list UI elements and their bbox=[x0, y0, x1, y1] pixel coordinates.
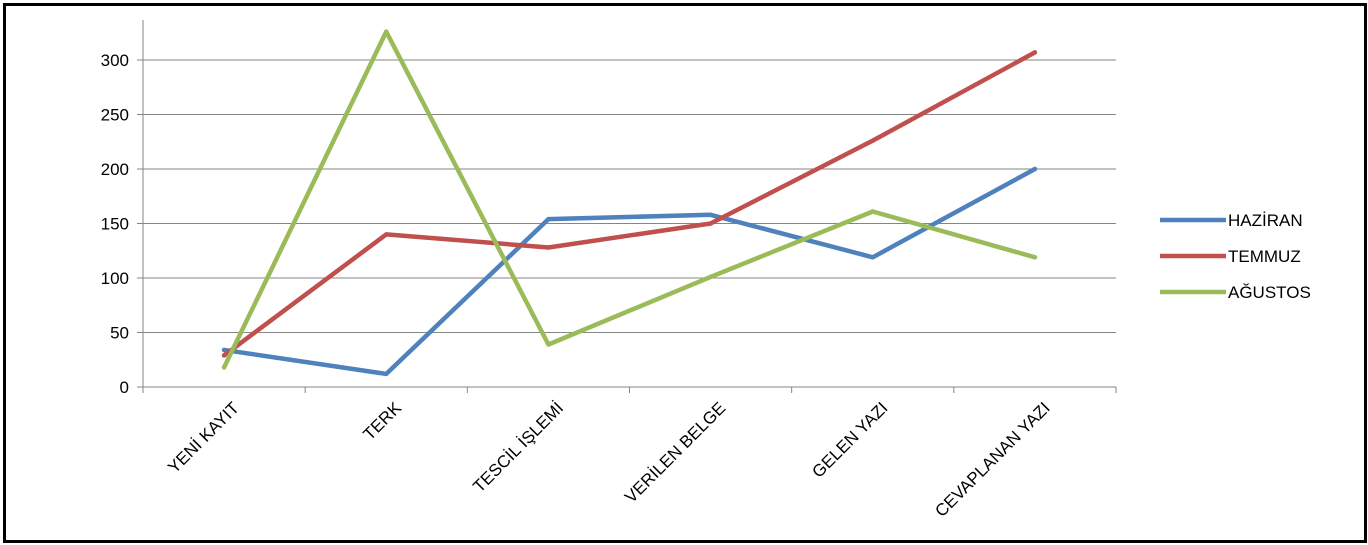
series-line-3 bbox=[221, 29, 1038, 370]
data-point bbox=[384, 29, 389, 34]
x-tick-labels: YENİ KAYIT TERK TESCİL İŞLEMİ VERİLEN BELGE… bbox=[164, 398, 1054, 521]
line-chart: 0 50 100 150 200 250 300 YENİ KAYIT TERK TESCİL … bbox=[101, 20, 1311, 521]
data-point bbox=[708, 274, 713, 280]
axes bbox=[137, 20, 1117, 393]
data-point bbox=[1032, 166, 1038, 172]
x-category-label: CEVAPLANAN YAZI bbox=[931, 398, 1053, 520]
data-point bbox=[384, 232, 389, 237]
series-lines bbox=[221, 29, 1038, 377]
data-point bbox=[546, 216, 551, 222]
series-line-1 bbox=[221, 166, 1038, 377]
data-point bbox=[1032, 255, 1038, 260]
y-tick-labels: 0 50 100 150 200 250 300 bbox=[101, 51, 129, 397]
data-point bbox=[870, 209, 875, 214]
chart-frame: 0 50 100 150 200 250 300 YENİ KAYIT TERK TESCİL … bbox=[3, 3, 1367, 543]
x-category-label: TERK bbox=[360, 398, 406, 444]
legend-label: AĞUSTOS bbox=[1228, 283, 1311, 302]
data-point bbox=[546, 342, 551, 347]
data-point bbox=[546, 245, 551, 250]
data-point bbox=[708, 221, 713, 226]
x-category-label: TESCİL İŞLEMİ bbox=[469, 398, 567, 496]
y-tick-label: 100 bbox=[101, 269, 129, 288]
y-tick-label: 150 bbox=[101, 215, 129, 234]
x-category-label: YENİ KAYIT bbox=[164, 398, 243, 477]
y-tick-label: 300 bbox=[101, 51, 129, 70]
gridlines bbox=[143, 59, 1116, 333]
y-tick-label: 250 bbox=[101, 106, 129, 125]
data-point bbox=[221, 353, 227, 358]
data-point bbox=[708, 212, 713, 217]
data-point bbox=[384, 371, 389, 377]
data-point bbox=[870, 138, 875, 143]
legend-label: HAZİRAN bbox=[1228, 211, 1303, 230]
y-tick-label: 200 bbox=[101, 160, 129, 179]
data-point bbox=[221, 347, 227, 353]
data-point bbox=[1032, 50, 1038, 55]
legend: HAZİRAN TEMMUZ AĞUSTOS bbox=[1160, 211, 1311, 302]
x-category-label: VERİLEN BELGE bbox=[621, 398, 729, 506]
y-tick-label: 0 bbox=[120, 378, 129, 397]
data-point bbox=[221, 365, 227, 370]
series-line-2 bbox=[221, 50, 1038, 358]
data-point bbox=[870, 255, 875, 260]
x-category-label: GELEN YAZI bbox=[808, 398, 891, 481]
legend-label: TEMMUZ bbox=[1228, 247, 1301, 266]
y-tick-label: 50 bbox=[110, 324, 129, 343]
